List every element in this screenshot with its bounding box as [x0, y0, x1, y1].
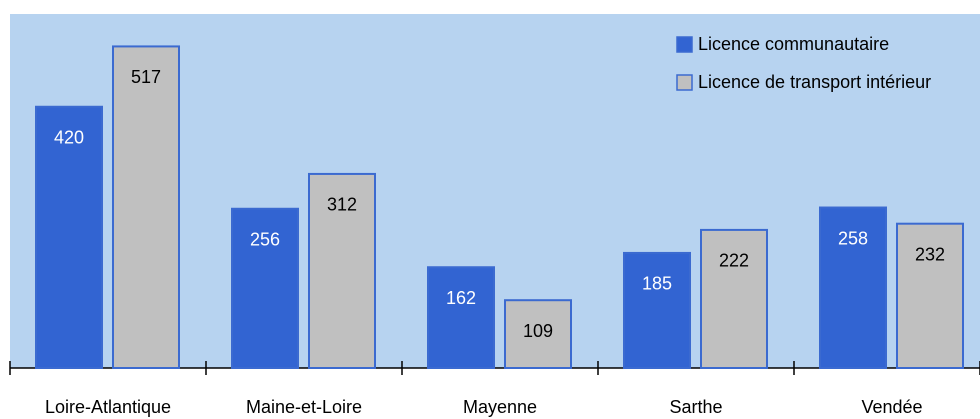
bar [112, 45, 180, 370]
bar [427, 266, 495, 369]
data-label: 256 [250, 230, 280, 250]
data-label: 517 [131, 67, 161, 87]
data-label: 222 [719, 251, 749, 271]
data-label: 420 [54, 128, 84, 148]
x-tick-label: Loire-Atlantique [45, 397, 171, 417]
legend-label: Licence communautaire [698, 34, 889, 54]
bar [231, 207, 299, 369]
data-label: 232 [915, 244, 945, 264]
data-label: 258 [838, 228, 868, 248]
bar [700, 228, 768, 369]
x-tick-label: Sarthe [669, 397, 722, 417]
data-label: 185 [642, 274, 672, 294]
legend-label: Licence de transport intérieur [698, 72, 931, 92]
bar [623, 251, 691, 369]
legend-swatch [676, 36, 693, 53]
data-label: 312 [327, 195, 357, 215]
x-tick-label: Vendée [861, 397, 922, 417]
bar [896, 222, 964, 369]
x-tick-label: Maine-et-Loire [246, 397, 362, 417]
data-label: 109 [523, 321, 553, 341]
bar [504, 299, 572, 369]
data-label: 162 [446, 288, 476, 308]
bar [35, 105, 103, 369]
x-tick-label: Mayenne [463, 397, 537, 417]
legend-swatch [676, 74, 693, 91]
bar [819, 206, 887, 369]
bar [308, 172, 376, 369]
